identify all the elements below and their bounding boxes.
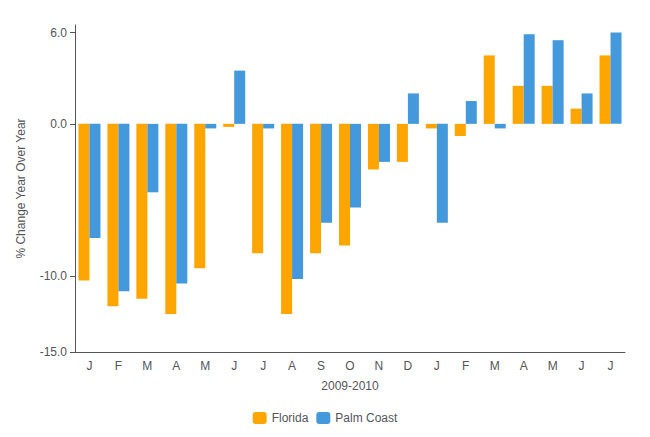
svg-text:Florida: Florida: [272, 411, 309, 425]
svg-text:M: M: [490, 359, 500, 373]
svg-text:% Change Year Over Year: % Change Year Over Year: [14, 118, 28, 258]
svg-text:J: J: [231, 359, 237, 373]
svg-text:A: A: [520, 359, 528, 373]
svg-text:M: M: [548, 359, 558, 373]
svg-text:D: D: [404, 359, 413, 373]
svg-text:-10.0: -10.0: [40, 269, 68, 283]
svg-text:F: F: [462, 359, 469, 373]
svg-text:Palm Coast: Palm Coast: [335, 411, 398, 425]
svg-text:6.0: 6.0: [50, 26, 67, 40]
svg-text:M: M: [200, 359, 210, 373]
svg-text:J: J: [434, 359, 440, 373]
svg-text:S: S: [317, 359, 325, 373]
svg-text:0.0: 0.0: [50, 117, 67, 131]
svg-text:J: J: [608, 359, 614, 373]
svg-text:A: A: [172, 359, 180, 373]
svg-text:J: J: [86, 359, 92, 373]
svg-text:J: J: [579, 359, 585, 373]
svg-text:-15.0: -15.0: [40, 345, 68, 359]
svg-text:O: O: [345, 359, 354, 373]
svg-text:N: N: [375, 359, 384, 373]
svg-text:J: J: [260, 359, 266, 373]
svg-text:2009-2010: 2009-2010: [321, 379, 379, 393]
svg-text:M: M: [142, 359, 152, 373]
svg-text:F: F: [115, 359, 122, 373]
svg-text:A: A: [288, 359, 296, 373]
